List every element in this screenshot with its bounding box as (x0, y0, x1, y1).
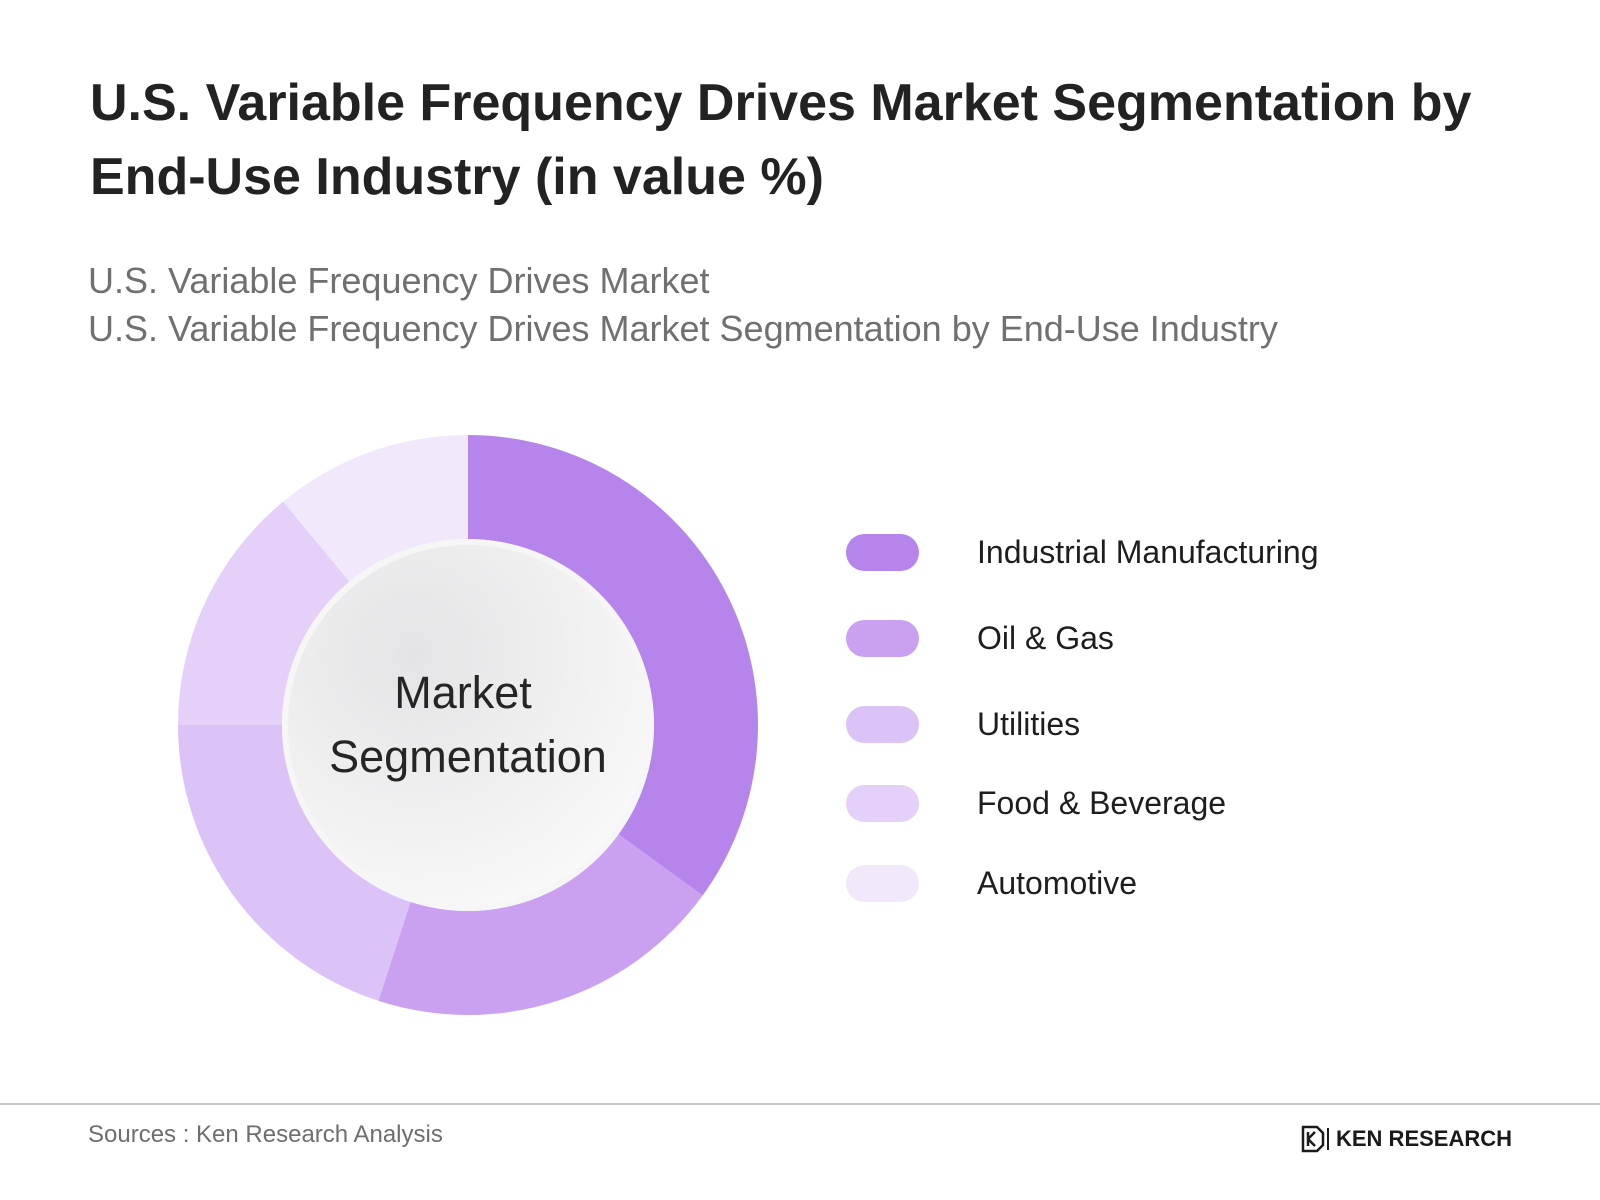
legend-label: Oil & Gas (977, 620, 1114, 656)
legend-label: Industrial Manufacturing (977, 534, 1319, 570)
legend-item: Oil & Gas (846, 618, 1546, 658)
source-note: Sources : Ken Research Analysis (88, 1121, 443, 1148)
donut-slice-food-beverage (178, 501, 350, 725)
brand-name: KEN RESEARCH (1336, 1126, 1513, 1151)
legend-item: Food & Beverage (846, 783, 1546, 823)
legend-item: Utilities (846, 704, 1546, 744)
brand-logo: KEN RESEARCH (1300, 1124, 1530, 1154)
center-disc-inner (288, 545, 648, 905)
legend-swatch (846, 620, 919, 657)
legend-label: Food & Beverage (977, 785, 1227, 821)
donut-slice-utilities (178, 725, 411, 1001)
donut-slice-oil-gas (378, 834, 703, 1015)
donut-slice-automotive (283, 435, 468, 582)
legend-swatch (846, 706, 919, 743)
subtitle-market: U.S. Variable Frequency Drives Market (88, 260, 710, 301)
center-label-line-2: Segmentation (329, 731, 607, 782)
legend-item: Automotive (846, 863, 1546, 903)
legend-swatch (846, 865, 919, 902)
chart-title: U.S. Variable Frequency Drives Market Se… (90, 74, 1472, 206)
donut-slice-industrial-manufacturing (468, 435, 758, 896)
legend-item: Industrial Manufacturing (846, 532, 1546, 572)
legend-swatch (846, 534, 919, 571)
subtitle-segmentation: U.S. Variable Frequency Drives Market Se… (88, 308, 1278, 349)
legend-label: Automotive (977, 865, 1138, 901)
legend-label: Utilities (977, 706, 1081, 742)
ken-research-logo-icon (1301, 1125, 1329, 1153)
footer-divider (0, 1103, 1600, 1105)
legend-swatch (846, 785, 919, 822)
center-label-line-1: Market (394, 667, 532, 718)
